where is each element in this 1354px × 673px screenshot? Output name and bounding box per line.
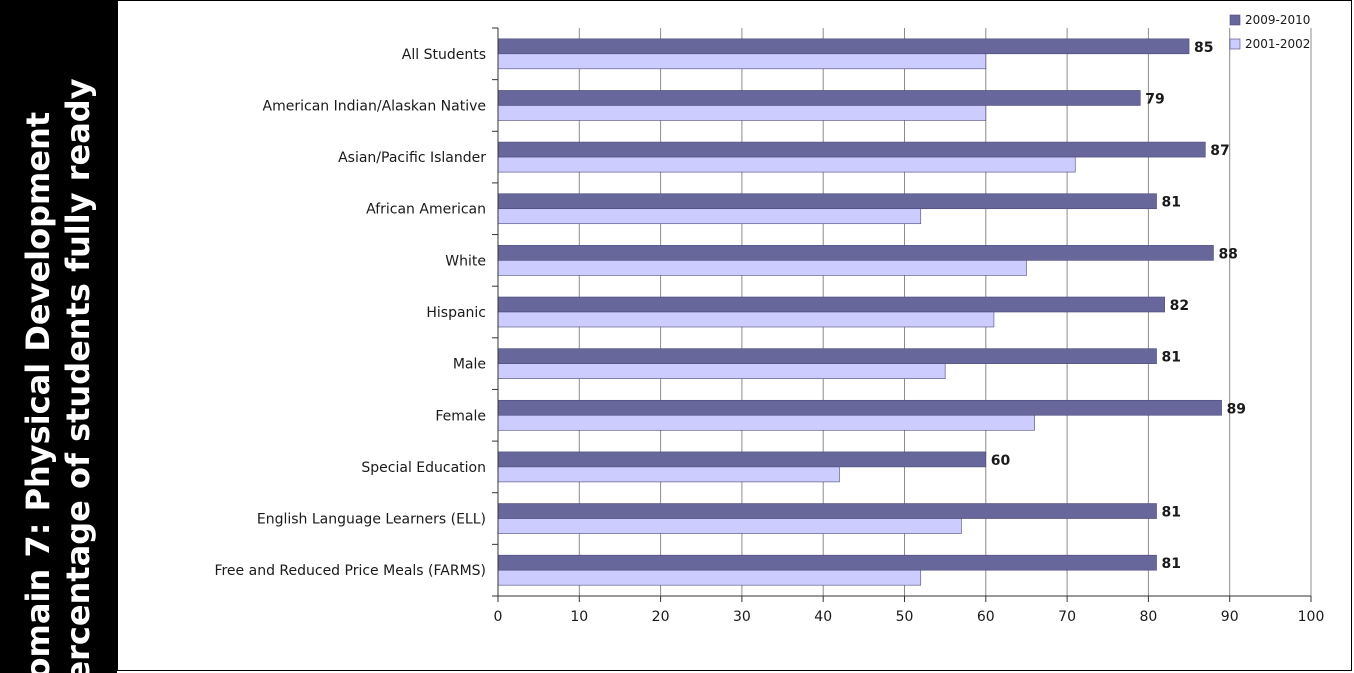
chart-title-line-1: Domain 7: Physical Development [19, 111, 57, 673]
bar-2009-2010 [497, 90, 1141, 106]
bar-2001-2002 [497, 414, 1035, 431]
category-label: Free and Reduced Price Meals (FARMS) [214, 563, 486, 579]
bar-2009-2010 [497, 348, 1157, 364]
category-label: African American [366, 202, 486, 218]
bar-2001-2002 [497, 156, 1076, 173]
category-label: Asian/Pacific Islander [338, 150, 486, 166]
bar-chart: 0 10 20 30 40 50 60 70 80 90 100 All Students 85 Amer… [214, 13, 1324, 625]
bar-2001-2002 [497, 260, 1027, 276]
data-label: 79 [1145, 91, 1164, 107]
data-label: 81 [1162, 505, 1181, 521]
legend-label: 2009-2010 [1245, 13, 1310, 27]
data-label: 81 [1162, 350, 1181, 366]
legend: 2009-2010 2001-2002 [1229, 13, 1310, 51]
data-label: 88 [1218, 246, 1237, 262]
axes [492, 27, 1312, 602]
bar-2001-2002 [497, 569, 922, 586]
labels: 0 10 20 30 40 50 60 70 80 90 100 All Students 85 Amer… [214, 40, 1324, 625]
bar-2001-2002 [497, 363, 946, 379]
data-label: 85 [1194, 40, 1213, 56]
bar-2009-2010 [497, 193, 1157, 210]
x-tick-label: 60 [977, 609, 995, 625]
x-tick-label: 20 [652, 609, 670, 625]
chart-title-line-2: Percentage of students fully ready [59, 78, 97, 673]
data-label: 87 [1210, 143, 1229, 159]
bar-2001-2002 [497, 105, 987, 121]
bar-2009-2010 [497, 245, 1214, 261]
bars [497, 38, 1222, 586]
bar-2001-2002 [497, 53, 987, 70]
x-tick-label: 90 [1221, 609, 1239, 625]
legend-swatch-2009-2010 [1229, 14, 1241, 26]
category-label: All Students [402, 47, 486, 63]
category-label: Male [453, 357, 486, 373]
category-label: English Language Learners (ELL) [257, 512, 486, 528]
category-label: Special Education [361, 460, 486, 476]
x-tick-label: 40 [814, 609, 832, 625]
bar-2009-2010 [497, 38, 1190, 55]
bar-2009-2010 [497, 296, 1165, 313]
category-label: American Indian/Alaskan Native [263, 98, 486, 114]
data-label: 60 [991, 453, 1011, 469]
x-tick-label: 0 [494, 609, 503, 625]
chart-title: Domain 7: Physical Development Percentag… [0, 66, 117, 673]
data-label: 89 [1227, 401, 1246, 417]
data-label: 81 [1162, 195, 1181, 211]
data-label: 81 [1162, 556, 1181, 572]
category-label: Hispanic [426, 305, 486, 321]
bar-2001-2002 [497, 311, 995, 328]
side-title-panel: Domain 7: Physical Development Percentag… [0, 0, 117, 673]
bar-2009-2010 [497, 503, 1157, 519]
x-tick-label: 100 [1298, 609, 1325, 625]
bar-2009-2010 [497, 399, 1222, 416]
x-tick-label: 10 [570, 609, 588, 625]
x-tick-label: 70 [1058, 609, 1076, 625]
x-tick-label: 80 [1139, 609, 1157, 625]
x-tick-label: 30 [733, 609, 751, 625]
bar-2009-2010 [497, 451, 987, 468]
x-tick-label: 50 [896, 609, 914, 625]
bar-2001-2002 [497, 518, 962, 534]
bar-2009-2010 [497, 141, 1206, 158]
legend-swatch-2001-2002 [1229, 38, 1241, 50]
category-label: White [445, 253, 486, 269]
bar-2001-2002 [497, 208, 922, 225]
chart-frame: 0 10 20 30 40 50 60 70 80 90 100 All Students 85 Amer… [117, 0, 1352, 671]
legend-label: 2001-2002 [1245, 37, 1310, 51]
category-label: Female [435, 408, 486, 424]
data-label: 82 [1170, 298, 1189, 314]
bar-2001-2002 [497, 466, 840, 483]
bar-2009-2010 [497, 554, 1157, 571]
